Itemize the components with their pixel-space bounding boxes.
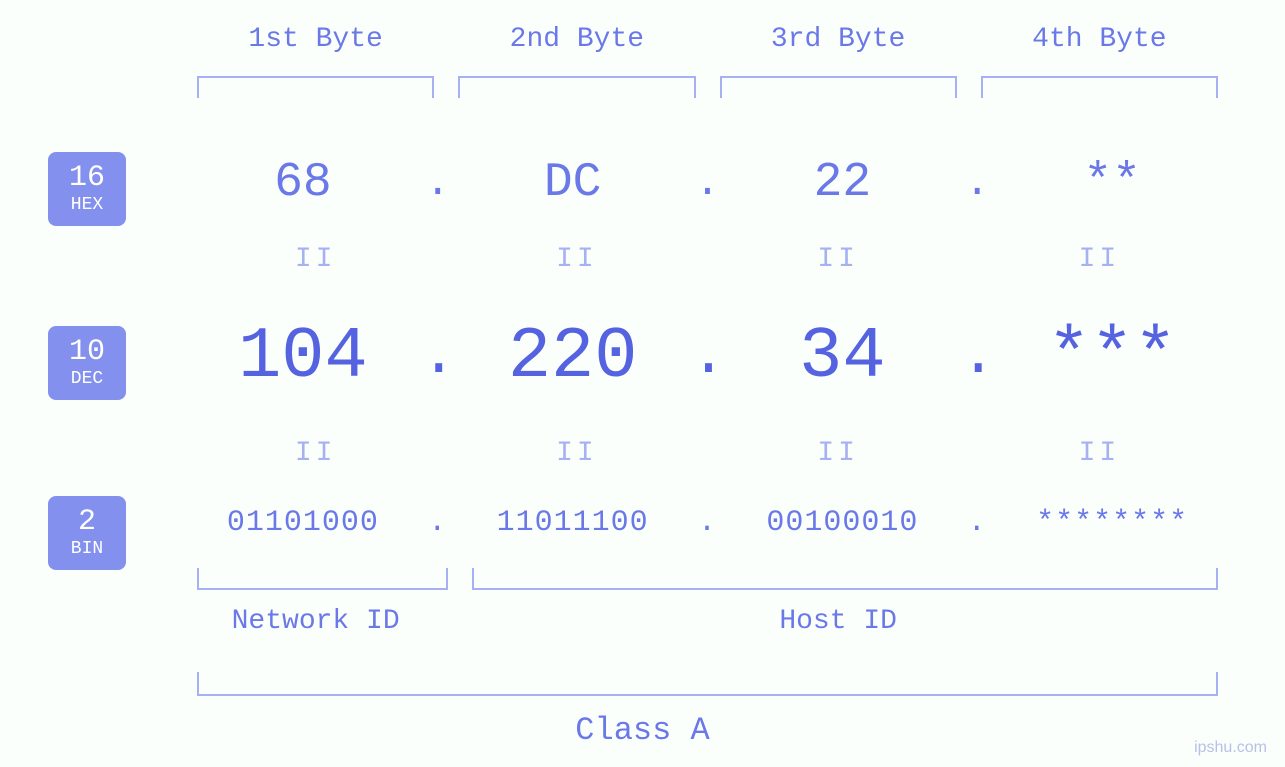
- byte-headers: 1st Byte 2nd Byte 3rd Byte 4th Byte: [185, 24, 1230, 55]
- eq: II: [446, 438, 707, 469]
- bottom-brackets: [185, 568, 1230, 590]
- badge-hex-num: 16: [69, 163, 105, 193]
- eq: II: [708, 438, 969, 469]
- header-byte1: 1st Byte: [185, 24, 446, 55]
- eq: II: [446, 244, 707, 275]
- eq: II: [969, 244, 1230, 275]
- bracket-byte3: [720, 76, 957, 98]
- header-byte3: 3rd Byte: [708, 24, 969, 55]
- bracket-network: [197, 568, 448, 590]
- bracket-byte4: [981, 76, 1218, 98]
- dot: .: [421, 159, 455, 207]
- bracket-byte1: [197, 76, 434, 98]
- label-host-id: Host ID: [446, 606, 1230, 637]
- bottom-labels: Network ID Host ID: [185, 606, 1230, 637]
- dec-b4: ***: [994, 316, 1230, 398]
- label-network-id: Network ID: [185, 606, 446, 637]
- badge-hex-label: HEX: [71, 195, 103, 215]
- hex-row: 68 . DC . 22 . **: [185, 156, 1230, 210]
- badge-bin-label: BIN: [71, 539, 103, 559]
- dec-row: 104 . 220 . 34 . ***: [185, 316, 1230, 398]
- top-brackets: [185, 76, 1230, 98]
- badge-bin: 2 BIN: [48, 496, 126, 570]
- dot: .: [960, 506, 994, 540]
- hex-b2: DC: [455, 156, 691, 210]
- dec-b1: 104: [185, 316, 421, 398]
- bracket-byte2: [458, 76, 695, 98]
- header-byte4: 4th Byte: [969, 24, 1230, 55]
- dec-b3: 34: [725, 316, 961, 398]
- bracket-host: [472, 568, 1218, 590]
- ip-bytes-diagram: 1st Byte 2nd Byte 3rd Byte 4th Byte 16 H…: [0, 0, 1285, 767]
- dot: .: [691, 323, 725, 391]
- dec-b2: 220: [455, 316, 691, 398]
- badge-bin-num: 2: [78, 507, 96, 537]
- dot: .: [421, 506, 455, 540]
- dot: .: [960, 159, 994, 207]
- bin-row: 01101000 . 11011100 . 00100010 . *******…: [185, 506, 1230, 540]
- badge-hex: 16 HEX: [48, 152, 126, 226]
- label-class: Class A: [0, 712, 1285, 749]
- dot: .: [691, 506, 725, 540]
- bin-b3: 00100010: [725, 506, 961, 540]
- eq: II: [708, 244, 969, 275]
- dot: .: [960, 323, 994, 391]
- bin-b1: 01101000: [185, 506, 421, 540]
- badge-dec-num: 10: [69, 337, 105, 367]
- eq: II: [185, 244, 446, 275]
- equals-row-1: II II II II: [185, 244, 1230, 275]
- bin-b2: 11011100: [455, 506, 691, 540]
- hex-b3: 22: [725, 156, 961, 210]
- hex-b4: **: [994, 156, 1230, 210]
- badge-dec-label: DEC: [71, 369, 103, 389]
- watermark: ipshu.com: [1194, 739, 1267, 757]
- hex-b1: 68: [185, 156, 421, 210]
- eq: II: [185, 438, 446, 469]
- dot: .: [421, 323, 455, 391]
- bin-b4: ********: [994, 506, 1230, 540]
- dot: .: [691, 159, 725, 207]
- badge-dec: 10 DEC: [48, 326, 126, 400]
- equals-row-2: II II II II: [185, 438, 1230, 469]
- header-byte2: 2nd Byte: [446, 24, 707, 55]
- eq: II: [969, 438, 1230, 469]
- bracket-class: [197, 672, 1218, 696]
